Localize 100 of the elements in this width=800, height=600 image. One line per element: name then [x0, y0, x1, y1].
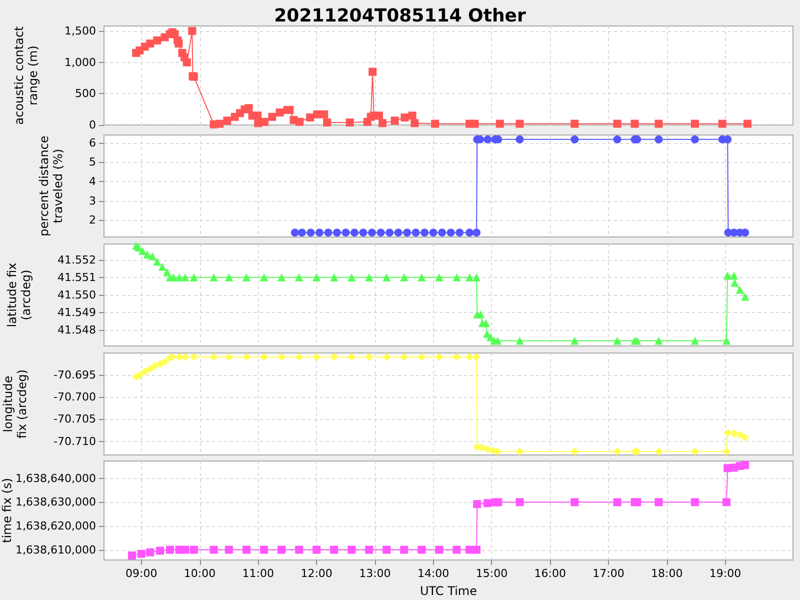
- point: [190, 352, 198, 361]
- point: [382, 273, 391, 282]
- point: [348, 273, 356, 282]
- x-tick-label: 18:00: [651, 567, 683, 580]
- point: [312, 352, 321, 361]
- chart-title: 20211204T085114 Other: [274, 6, 526, 26]
- x-tick-label: 09:00: [126, 567, 158, 580]
- point: [158, 262, 166, 271]
- point: [633, 336, 642, 345]
- point: [741, 433, 750, 442]
- y-tick-label: 1,638,610,000: [16, 543, 96, 556]
- point: [278, 352, 286, 361]
- point: [730, 278, 739, 287]
- point: [295, 352, 304, 361]
- point: [690, 447, 699, 456]
- point: [736, 430, 744, 439]
- point: [654, 447, 663, 456]
- y-axis-title: latitude fix (arcdeg): [5, 262, 33, 328]
- point: [365, 352, 374, 361]
- x-tick-label: 17:00: [592, 567, 624, 580]
- point: [466, 352, 474, 361]
- y-tick-label: 41.552: [58, 253, 96, 266]
- point: [330, 273, 338, 282]
- y-axis-title: longitude fix (arcdeg): [1, 369, 29, 439]
- y-axis-title: percent distance traveled (%): [37, 136, 65, 236]
- x-tick-label: 14:00: [417, 567, 450, 580]
- point: [190, 273, 198, 282]
- point: [210, 273, 218, 282]
- point: [741, 292, 750, 301]
- point: [175, 352, 184, 361]
- point: [153, 258, 162, 266]
- point: [452, 273, 461, 282]
- point: [400, 273, 408, 282]
- point: [365, 273, 374, 282]
- x-tick-label: 19:00: [709, 567, 742, 580]
- point: [722, 447, 730, 456]
- point: [260, 352, 268, 361]
- point: [181, 352, 190, 361]
- point: [400, 352, 408, 361]
- point: [146, 364, 154, 373]
- point: [210, 352, 218, 361]
- y-tick-label: 41.549: [58, 306, 96, 320]
- point: [435, 352, 444, 361]
- point: [330, 352, 338, 361]
- point: [242, 352, 250, 361]
- point: [494, 336, 502, 345]
- y-tick-label: 1,500: [64, 24, 96, 38]
- point: [143, 250, 152, 259]
- y-tick-label: 0: [89, 118, 96, 132]
- point: [181, 273, 190, 282]
- y-tick-label: 41.550: [58, 288, 96, 302]
- point: [494, 447, 502, 456]
- y-tick-label: 5: [89, 156, 96, 169]
- y-tick-label: 1,638,630,000: [16, 496, 96, 509]
- x-tick-label: 16:00: [534, 567, 566, 580]
- point: [224, 273, 233, 282]
- point: [295, 273, 304, 282]
- point: [163, 268, 172, 276]
- y-tick-label: 41.548: [58, 324, 96, 337]
- point: [613, 447, 622, 456]
- x-tick-label: 13:00: [359, 567, 391, 580]
- point: [169, 273, 178, 282]
- y-tick-label: 4: [89, 174, 96, 188]
- point: [150, 362, 159, 370]
- point: [690, 336, 699, 345]
- point: [736, 286, 744, 294]
- point: [570, 336, 579, 345]
- y-axis-title: time fix (s): [0, 478, 14, 544]
- point: [472, 273, 481, 282]
- point: [278, 273, 286, 282]
- point: [312, 273, 321, 282]
- point: [148, 252, 156, 260]
- point: [242, 273, 250, 282]
- y-tick-label: 500: [75, 87, 96, 100]
- point: [516, 447, 524, 456]
- y-tick-label: 1,638,620,000: [16, 519, 96, 532]
- point: [140, 368, 149, 376]
- point: [484, 445, 492, 454]
- point: [613, 336, 622, 345]
- y-tick-label: 41.551: [58, 270, 96, 284]
- y-axis-title: acoustic contact range (m): [12, 26, 40, 125]
- x-tick-label: 12:00: [300, 567, 332, 580]
- point: [724, 272, 732, 280]
- x-tick-label: 15:00: [476, 567, 508, 580]
- point: [570, 447, 579, 456]
- point: [730, 272, 738, 280]
- point: [435, 273, 444, 282]
- point: [730, 429, 738, 438]
- point: [160, 358, 169, 366]
- x-tick-label: 11:00: [242, 567, 274, 580]
- y-tick-label: 1,638,640,000: [16, 472, 96, 485]
- point: [452, 352, 461, 361]
- point: [466, 273, 474, 282]
- y-tick-label: 6: [89, 136, 96, 150]
- point: [348, 352, 356, 361]
- y-tick-label: 3: [89, 194, 96, 208]
- point: [724, 428, 732, 437]
- y-tick-label: 2: [89, 214, 96, 227]
- y-tick-label: -70.695: [54, 368, 96, 382]
- point: [722, 336, 730, 345]
